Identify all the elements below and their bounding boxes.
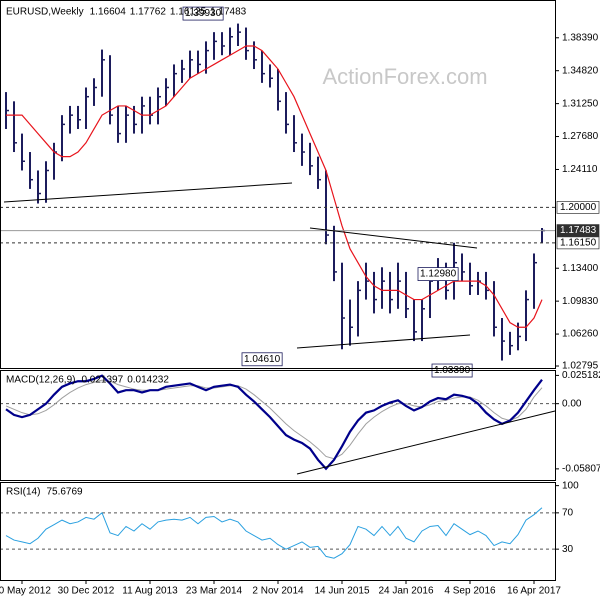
header-value: 0.014232 [127,375,169,386]
x-tick-label: 20 May 2012 [0,586,51,597]
plot-layer: ActionForex.com1.399301.046101.129801.03… [0,6,555,559]
header-value: 75.6769 [46,487,83,498]
y-tick-label: 0.00 [562,398,582,409]
trend-line [296,334,471,349]
y-tick-label: 1.38390 [562,32,599,43]
trend-line [309,227,478,249]
x-tick-label: 2 Nov 2014 [252,586,304,597]
annotation-label: 1.12980 [420,269,457,280]
x-tick-label: 30 Dec 2012 [58,586,115,597]
header-value: 1.16604 [90,7,127,18]
moving-average [6,45,543,328]
series-line [5,507,543,559]
level-label: 1.20000 [560,202,597,213]
annotation-box [182,6,224,21]
x-tick-label: 16 Apr 2017 [507,586,561,597]
series-line [5,374,543,471]
series-line [5,379,543,460]
y-tick-label: 30 [562,544,574,555]
annotation-box [417,267,459,281]
annotation-label: 1.39930 [185,8,222,19]
y-tick-label: 0.025182 [562,370,600,381]
panel-frame [0,0,556,369]
y-tick-label: 1.09830 [562,296,599,307]
x-tick-label: 4 Sep 2016 [444,586,496,597]
header-value: 1.17483 [210,7,247,18]
panel-title: EURUSD,Weekly [6,7,84,18]
y-tick-label: 70 [562,507,574,518]
header-value: 1.16125 [170,7,207,18]
y-tick-label: 1.24110 [562,164,598,175]
x-tick-label: 11 Aug 2013 [122,586,178,597]
trend-line [296,410,556,475]
x-tick-label: 14 Jun 2015 [314,586,369,597]
level-label-box [556,236,600,250]
y-tick-label: 1.34820 [562,65,599,76]
header-value: 0.021397 [81,375,123,386]
watermark: ActionForex.com [322,64,487,89]
y-tick-label: 100 [562,480,579,491]
y-tick-label: -0.058078 [562,464,600,475]
header-value: 1.17762 [130,7,167,18]
x-tick-label: 24 Jan 2016 [378,586,433,597]
level-label: 1.17483 [560,225,597,236]
y-tick-label: 1.13400 [562,263,599,274]
y-tick-label: 1.27680 [562,131,599,142]
y-tick-label: 1.31250 [562,98,599,109]
trend-line [3,182,293,203]
level-label-box [556,201,600,214]
panel-title: MACD(12,26,9) [6,375,75,386]
panel-frame [0,370,556,481]
annotation-label: 1.04610 [244,354,281,365]
x-tick-label: 23 Mar 2014 [186,586,243,597]
annotation-box [241,352,283,367]
panel-title: RSI(14) [6,487,40,498]
y-tick-label: 1.06260 [562,329,599,340]
y-tick-label: 1.02795 [562,361,599,372]
level-label: 1.16150 [560,238,597,249]
